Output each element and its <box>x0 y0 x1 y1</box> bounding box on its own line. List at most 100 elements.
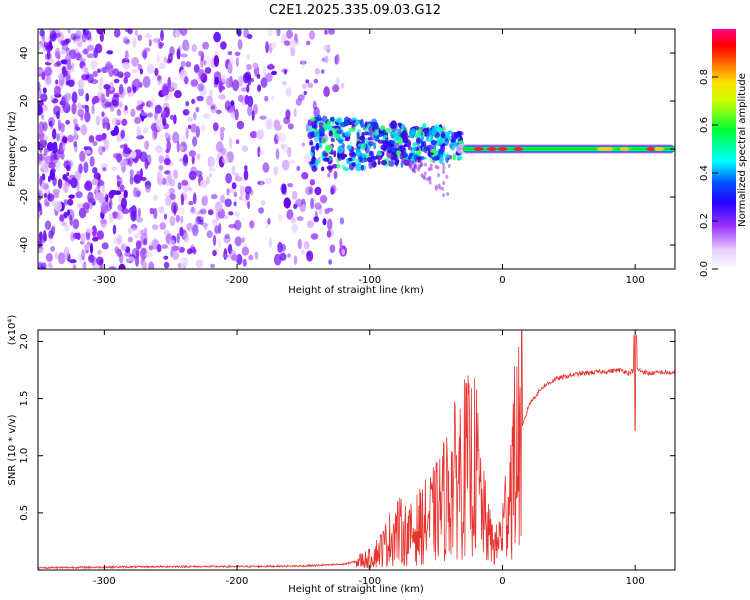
spectrogram-band-blob <box>373 161 377 168</box>
spectrogram-noise-blob <box>158 170 163 183</box>
spectrogram-noise-blob <box>220 194 226 204</box>
spectrogram-noise-blob <box>247 201 251 209</box>
spectrogram-noise-blob <box>55 32 62 38</box>
spectrogram-band-blob <box>364 157 368 163</box>
spectrogram-band-blob <box>425 138 432 142</box>
spectrogram-noise-blob <box>234 236 242 247</box>
spectrogram-noise-blob <box>60 40 68 46</box>
spectrogram-noise-blob <box>180 193 184 206</box>
spectrogram-noise-blob <box>208 172 213 178</box>
spectrogram-noise-blob <box>341 248 345 256</box>
spectrogram-noise-blob <box>171 251 180 260</box>
spectrogram-noise-blob <box>57 252 66 265</box>
x-tick-label: 100 <box>626 275 645 286</box>
spectrogram-noise-blob <box>198 68 205 80</box>
spectrogram-noise-blob <box>145 100 153 108</box>
spectrogram-noise-blob <box>127 256 135 262</box>
spectrogram-noise-blob <box>200 208 207 215</box>
spectrogram-noise-blob <box>213 31 222 43</box>
spectrogram-noise-blob <box>188 124 192 129</box>
spectrogram-noise-blob <box>41 71 46 81</box>
spectrogram-noise-blob <box>266 64 275 70</box>
spectrogram-noise-blob <box>89 156 95 167</box>
spectrogram-noise-blob <box>191 98 196 104</box>
spectrogram-noise-blob <box>146 160 150 167</box>
spectrogram-band-blob <box>321 115 328 123</box>
spectrogram-image <box>38 29 675 269</box>
spectrogram-noise-blob <box>319 194 328 204</box>
spectrogram-noise-blob <box>225 77 233 89</box>
colorbar-tick-label: 0.6 <box>699 117 710 133</box>
spectrogram-noise-blob <box>173 169 179 180</box>
spectrogram-noise-blob <box>340 82 345 89</box>
spectrogram-noise-blob <box>283 116 291 125</box>
spectrogram-noise-blob <box>67 57 72 68</box>
spectrogram-noise-blob <box>60 50 67 55</box>
spectrogram-noise-blob <box>103 84 111 90</box>
spectrogram-noise-blob <box>295 198 304 208</box>
spectrogram-noise-blob <box>140 247 148 260</box>
spectrogram-noise-blob <box>158 165 164 171</box>
spectrogram-noise-blob <box>163 230 170 235</box>
spectrogram-noise-blob <box>135 249 139 260</box>
spectrogram-noise-blob <box>100 163 109 170</box>
spectrogram-noise-blob <box>200 56 204 69</box>
spectrogram-band-blob <box>336 163 341 169</box>
spectrogram-noise-blob <box>276 29 281 37</box>
spectrogram-noise-blob <box>213 55 220 67</box>
spectrogram-noise-blob <box>168 239 176 247</box>
spectrogram-noise-blob <box>70 231 75 242</box>
spectrogram-noise-blob <box>54 251 59 260</box>
spectrogram-noise-blob <box>80 124 88 136</box>
spectrogram-noise-blob <box>188 187 193 192</box>
spectrogram-noise-blob <box>102 118 106 129</box>
spectrogram-band-blob <box>360 139 366 144</box>
spectrogram-noise-blob <box>267 29 273 37</box>
spectrogram-noise-blob <box>50 94 55 101</box>
spectrogram-carrier-peak <box>513 147 524 151</box>
spectrogram-noise-blob <box>123 189 128 199</box>
spectrogram-noise-blob <box>59 214 64 222</box>
spectrogram-band-blob <box>387 148 393 154</box>
spectrogram-noise-blob <box>100 218 107 228</box>
spectrogram-noise-blob <box>268 237 272 249</box>
spectrogram-noise-blob <box>227 62 232 73</box>
spectrogram-x-label: Height of straight line (km) <box>288 285 424 296</box>
spectrogram-noise-blob <box>53 192 60 199</box>
spectrogram-noise-blob <box>136 105 143 111</box>
spectrogram-noise-blob <box>40 262 47 269</box>
spectrogram-noise-blob <box>100 219 107 224</box>
spectrogram-band-blob <box>410 128 417 136</box>
spectrogram-noise-blob <box>161 109 166 115</box>
spectrogram-noise-blob <box>183 232 190 243</box>
spectrogram-noise-blob <box>90 60 98 70</box>
spectrogram-noise-blob <box>147 112 153 118</box>
spectrogram-noise-blob <box>97 68 101 73</box>
spectrogram-noise-blob <box>116 234 123 245</box>
spectrogram-noise-blob <box>281 183 287 194</box>
spectrogram-noise-blob <box>108 266 117 269</box>
spectrogram-noise-blob <box>224 233 230 239</box>
spectrogram-band-blob <box>347 117 352 124</box>
spectrogram-noise-blob <box>119 159 128 168</box>
spectrogram-noise-blob <box>99 77 104 86</box>
spectrogram-noise-blob <box>46 141 54 152</box>
spectrogram-noise-blob <box>167 172 173 185</box>
spectrogram-band-blob <box>412 166 416 171</box>
spectrogram-noise-blob <box>262 162 270 173</box>
spectrogram-noise-blob <box>75 31 83 37</box>
spectrogram-noise-blob <box>143 51 147 60</box>
spectrogram-band-blob <box>451 131 458 140</box>
spectrogram-band-blob <box>311 165 318 172</box>
spectrogram-noise-blob <box>301 172 309 180</box>
spectrogram-noise-blob <box>121 208 130 215</box>
spectrogram-band-blob <box>346 144 352 150</box>
spectrogram-noise-blob <box>323 86 330 98</box>
spectrogram-noise-blob <box>120 129 125 139</box>
spectrogram-noise-blob <box>101 242 109 250</box>
spectrogram-band-blob <box>430 139 437 146</box>
spectrogram-noise-blob <box>265 177 272 185</box>
spectrogram-noise-blob <box>82 48 89 55</box>
spectrogram-band-blob <box>326 165 334 171</box>
spectrogram-noise-blob <box>314 186 322 196</box>
